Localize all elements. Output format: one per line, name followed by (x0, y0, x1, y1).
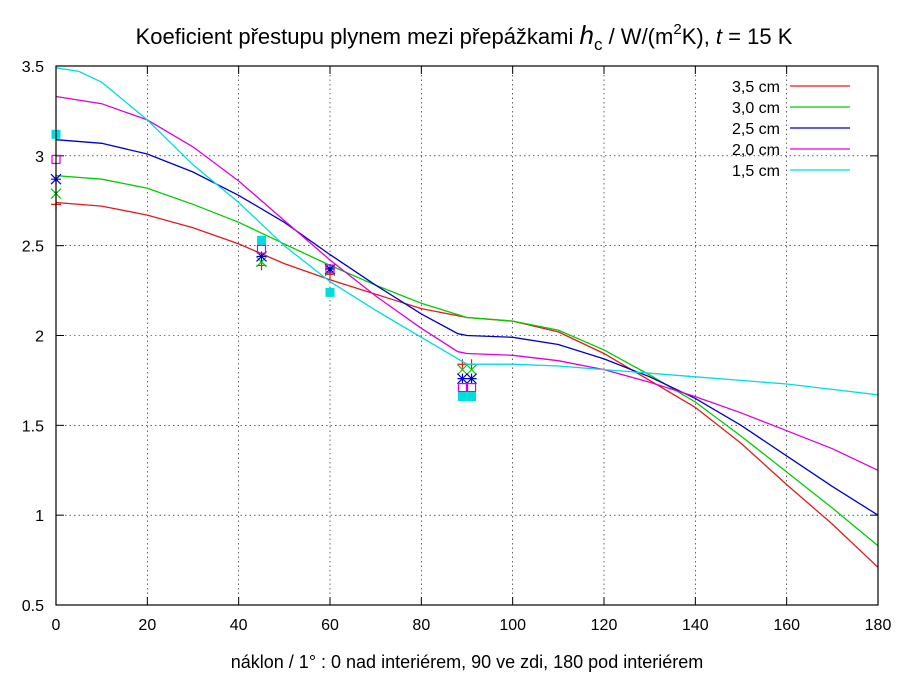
data-point (324, 263, 336, 275)
data-point (256, 251, 267, 262)
legend: 3,5 cm 3,0 cm 2,5 cm 2,0 cm 1,5 cm (732, 79, 850, 180)
y-tick-label: 3 (35, 149, 44, 166)
data-point (257, 235, 266, 245)
x-tick-label: 20 (138, 617, 156, 634)
data-point (457, 383, 468, 393)
x-tick-label: 180 (865, 617, 892, 634)
series-2 (50, 139, 879, 516)
data-point (256, 256, 267, 268)
data-point (256, 244, 267, 254)
series-line (55, 95, 879, 471)
series-line (55, 174, 879, 547)
legend-label: 3,0 cm (732, 100, 780, 117)
legend-label: 3,5 cm (732, 79, 780, 96)
x-axis-label: náklon / 1° : 0 nad interiérem, 90 ve zd… (231, 652, 703, 672)
y-tick-label: 0.5 (22, 598, 44, 615)
series-line (55, 139, 879, 516)
chart-title: Koeficient přestupu plynem mezi přepážka… (136, 20, 793, 54)
data-point (466, 364, 477, 376)
x-tick-label: 120 (591, 617, 618, 634)
y-tick-label: 1 (35, 508, 44, 525)
plot-area (50, 67, 879, 568)
series-1 (50, 174, 879, 547)
data-point (325, 264, 335, 274)
data-point (466, 373, 477, 385)
x-tick-label: 160 (773, 617, 800, 634)
x-tick-label: 140 (682, 617, 709, 634)
axis-ticks: 0 20 40 60 80 100 120 140 160 180 0.5 1 1.5 2 2.5 3 3.5 (22, 59, 892, 634)
legend-label: 2,5 cm (732, 121, 780, 138)
y-tick-label: 3.5 (22, 59, 44, 76)
x-tick-label: 0 (52, 617, 61, 634)
data-point (467, 392, 477, 402)
y-tick-label: 2.5 (22, 239, 44, 256)
data-point (457, 364, 468, 376)
y-tick-label: 1.5 (22, 418, 44, 435)
x-tick-label: 100 (499, 617, 526, 634)
series-4 (51, 67, 879, 402)
plot-frame (55, 65, 879, 606)
x-tick-label: 80 (412, 617, 430, 634)
x-tick-label: 40 (230, 617, 248, 634)
legend-label: 1,5 cm (732, 163, 780, 180)
y-tick-label: 2 (35, 329, 44, 346)
data-point (325, 287, 335, 297)
data-point (457, 392, 467, 402)
series-line (55, 67, 879, 396)
x-tick-label: 60 (321, 617, 339, 634)
data-point (457, 373, 468, 385)
data-point (466, 383, 477, 393)
legend-label: 2,0 cm (732, 142, 780, 159)
